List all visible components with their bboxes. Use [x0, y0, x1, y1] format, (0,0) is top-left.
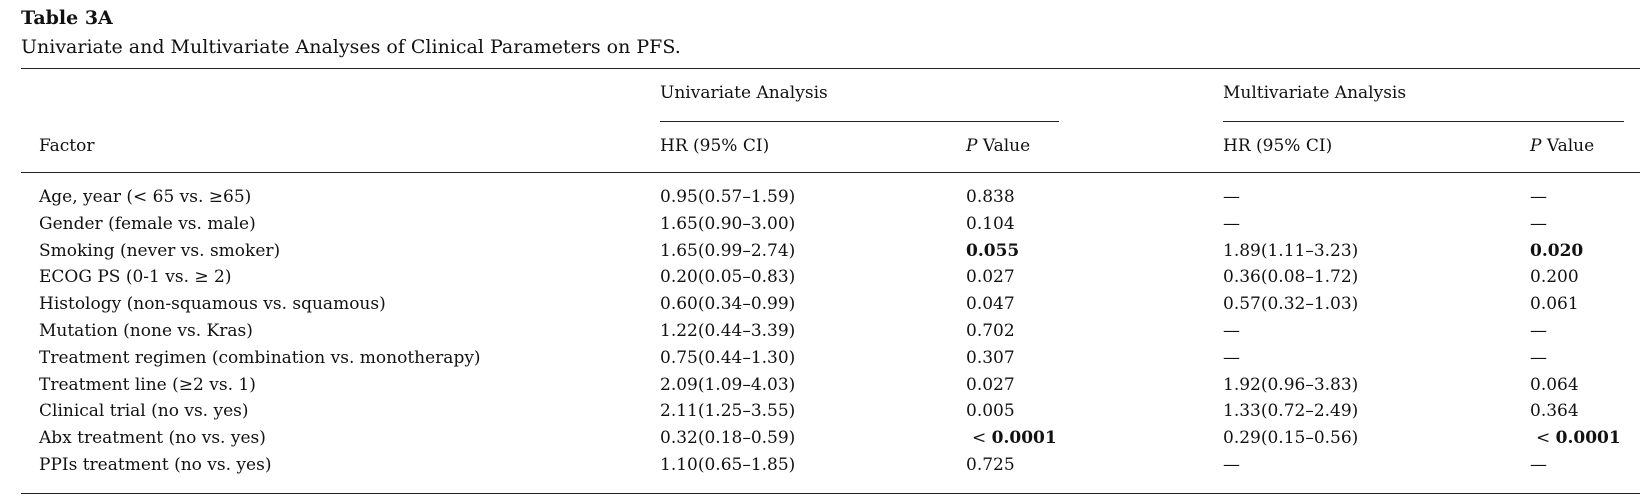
multi-p-cell: —	[1530, 214, 1547, 234]
factor-cell: Histology (non-squamous vs. squamous)	[39, 294, 386, 315]
uni-hr-cell: 0.60(0.34–0.99)	[660, 294, 796, 315]
uni-hr-cell: 1.65(0.99–2.74)	[660, 240, 796, 261]
multi-hr-cell: 1.89(1.11–3.23)	[1223, 240, 1359, 261]
uni-p-cell: 0.047	[966, 294, 1015, 314]
multi-p-value: 0.061	[1530, 294, 1579, 315]
multi-p-value: —	[1530, 213, 1547, 234]
uni-p-letter: P	[966, 136, 978, 156]
uni-p-cell: 0.005	[966, 401, 1015, 421]
multi-p-value: —	[1530, 455, 1547, 475]
factor-cell: ECOG PS (0-1 vs. ≥ 2)	[39, 267, 232, 288]
multivariate-group-rule	[1223, 121, 1624, 122]
factor-cell: Mutation (none vs. Kras)	[39, 321, 253, 341]
uni-hr-cell: 2.09(1.09–4.03)	[660, 374, 796, 395]
factor-cell: Clinical trial (no vs. yes)	[39, 401, 249, 422]
uni-p-cell: 0.838	[966, 187, 1015, 207]
multi-p-cell: 0.064	[1530, 375, 1579, 395]
multi-p-prefix: <	[1536, 428, 1556, 449]
uni-p-value: 0.307	[966, 347, 1015, 368]
multi-p-word: Value	[1541, 136, 1595, 156]
factor-cell: Treatment regimen (combination vs. monot…	[39, 347, 481, 368]
multi-hr-cell: 0.57(0.32–1.03)	[1223, 294, 1359, 315]
multi-hr-cell: —	[1223, 321, 1240, 341]
multi-hr-cell: —	[1223, 347, 1240, 368]
multi-p-cell: 0.200	[1530, 267, 1579, 287]
uni-p-cell: 0.027	[966, 267, 1015, 287]
multi-hr-cell: —	[1223, 213, 1240, 234]
multi-p-value: 0.200	[1530, 267, 1579, 288]
multi-hr-cell: 0.29(0.15–0.56)	[1223, 428, 1359, 449]
multi-hr-cell: 1.33(0.72–2.49)	[1223, 401, 1359, 422]
multi-p-cell: —	[1530, 348, 1547, 368]
multi-p-value: 0.364	[1530, 401, 1579, 422]
uni-hr-cell: 0.20(0.05–0.83)	[660, 267, 796, 288]
uni-p-cell: < 0.0001	[972, 428, 1057, 448]
uni-p-header: P Value	[966, 136, 1030, 156]
multi-p-value: —	[1530, 347, 1547, 368]
header-rule	[21, 172, 1640, 173]
uni-p-value: 0.104	[966, 213, 1015, 234]
uni-hr-cell: 1.10(0.65–1.85)	[660, 455, 796, 475]
uni-p-value: 0.005	[966, 401, 1015, 422]
uni-hr-cell: 1.22(0.44–3.39)	[660, 321, 796, 341]
factor-cell: Gender (female vs. male)	[39, 213, 256, 234]
uni-p-cell: 0.307	[966, 348, 1015, 368]
multi-p-cell: —	[1530, 455, 1547, 475]
multi-hr-cell: —	[1223, 187, 1240, 207]
uni-hr-header: HR (95% CI)	[660, 136, 770, 156]
multi-p-value: 0.0001	[1555, 428, 1621, 449]
multi-hr-cell: —	[1223, 455, 1240, 475]
multi-hr-cell: 0.36(0.08–1.72)	[1223, 267, 1359, 288]
uni-p-cell: 0.104	[966, 214, 1015, 234]
multi-p-letter: P	[1530, 136, 1542, 156]
uni-p-value: 0.055	[966, 240, 1020, 261]
factor-cell: Treatment line (≥2 vs. 1)	[39, 374, 256, 395]
uni-p-prefix: <	[972, 428, 992, 449]
uni-p-cell: 0.027	[966, 375, 1015, 395]
uni-hr-cell: 2.11(1.25–3.55)	[660, 401, 796, 422]
multi-hr-header: HR (95% CI)	[1223, 136, 1333, 156]
uni-p-value: 0.838	[966, 187, 1015, 207]
multi-p-cell: 0.364	[1530, 401, 1579, 421]
uni-p-value: 0.027	[966, 374, 1015, 395]
factor-cell: PPIs treatment (no vs. yes)	[39, 455, 272, 475]
factor-cell: Smoking (never vs. smoker)	[39, 240, 281, 261]
factor-header: Factor	[39, 136, 95, 156]
multi-p-cell: < 0.0001	[1536, 428, 1621, 448]
uni-p-cell: 0.702	[966, 321, 1015, 341]
uni-p-cell: 0.725	[966, 455, 1015, 475]
top-rule	[21, 68, 1640, 69]
uni-p-value: 0.725	[966, 455, 1015, 475]
uni-p-value: 0.702	[966, 321, 1015, 341]
univariate-group-rule	[660, 121, 1059, 122]
multi-p-cell: —	[1530, 187, 1547, 207]
multi-p-value: 0.064	[1530, 374, 1579, 395]
uni-p-cell: 0.055	[966, 241, 1019, 261]
multi-p-cell: —	[1530, 321, 1547, 341]
multivariate-group-header: Multivariate Analysis	[1223, 83, 1407, 103]
table-label: Table 3A	[21, 7, 113, 29]
uni-hr-cell: 1.65(0.90–3.00)	[660, 213, 796, 234]
uni-p-value: 0.0001	[991, 428, 1057, 449]
multi-p-header: P Value	[1530, 136, 1594, 156]
multi-hr-cell: 1.92(0.96–3.83)	[1223, 374, 1359, 395]
factor-cell: Abx treatment (no vs. yes)	[39, 428, 266, 449]
uni-p-value: 0.047	[966, 294, 1015, 315]
univariate-group-header: Univariate Analysis	[660, 83, 828, 103]
uni-p-value: 0.027	[966, 267, 1015, 288]
uni-hr-cell: 0.95(0.57–1.59)	[660, 187, 796, 207]
uni-p-word: Value	[977, 136, 1031, 156]
factor-cell: Age, year (< 65 vs. ≥65)	[39, 187, 252, 207]
multi-p-cell: 0.061	[1530, 294, 1579, 314]
multi-p-value: —	[1530, 321, 1547, 341]
uni-hr-cell: 0.75(0.44–1.30)	[660, 347, 796, 368]
table-caption: Univariate and Multivariate Analyses of …	[21, 36, 681, 58]
bottom-rule	[21, 493, 1640, 494]
multi-p-value: —	[1530, 187, 1547, 207]
uni-hr-cell: 0.32(0.18–0.59)	[660, 428, 796, 449]
multi-p-value: 0.020	[1530, 240, 1584, 261]
multi-p-cell: 0.020	[1530, 241, 1583, 261]
